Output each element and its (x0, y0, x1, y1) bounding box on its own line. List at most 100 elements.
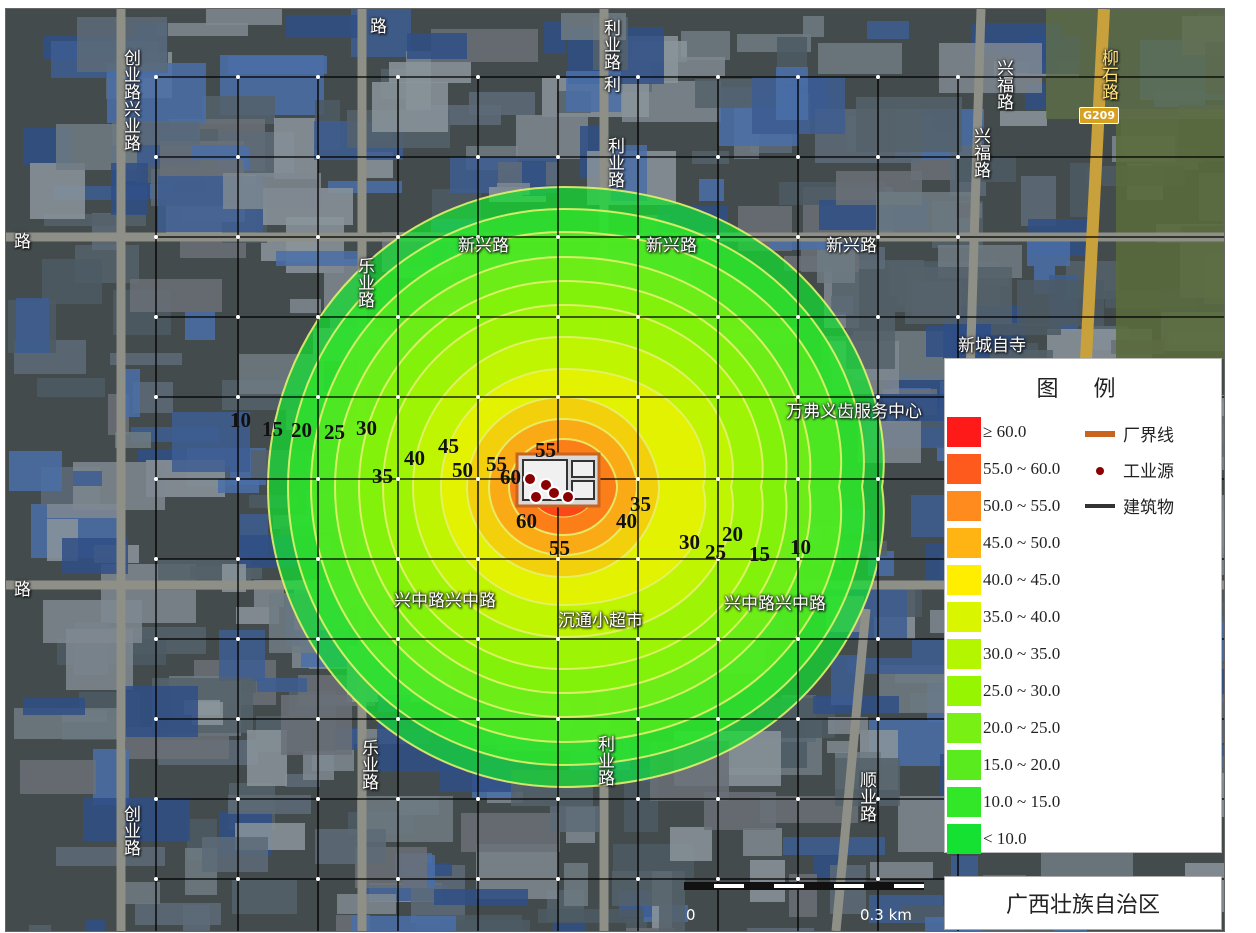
building (1070, 163, 1090, 217)
grid-dot (154, 395, 158, 399)
grid-dot (154, 797, 158, 801)
grid-dot (636, 877, 640, 881)
industrial-source (539, 478, 553, 492)
building (23, 698, 85, 715)
road-label: 万弗义齿服务中心 (786, 402, 922, 422)
grid-dot (396, 235, 400, 239)
grid-dot (316, 75, 320, 79)
grid-dot (236, 717, 240, 721)
building (561, 13, 626, 40)
grid-dot (556, 315, 560, 319)
legend-swatch (947, 787, 981, 817)
building (553, 921, 586, 931)
building (867, 394, 959, 421)
legend: 图 例 ≥ 60.0 55.0 ~ 60.0 50.0 ~ 55.0 45.0 ~ 5… (944, 358, 1222, 854)
source-dot-icon (1085, 460, 1115, 479)
legend-swatch (947, 750, 981, 780)
grid-dot (716, 155, 720, 159)
grid-dot (876, 155, 880, 159)
building (1021, 176, 1056, 226)
building (699, 179, 724, 201)
grid-dot (796, 235, 800, 239)
grid-dot (956, 155, 960, 159)
grid-dot (956, 75, 960, 79)
factory-building (571, 480, 595, 500)
grid-dot (476, 235, 480, 239)
road-label: 路 (366, 17, 386, 34)
grid-dot (716, 637, 720, 641)
grid-dot (236, 315, 240, 319)
building (407, 33, 467, 59)
scale-start: 0 (686, 906, 696, 924)
building (827, 741, 851, 753)
grid-dot (236, 75, 240, 79)
building (856, 97, 962, 152)
road-label: 利业路 (594, 735, 614, 786)
building (704, 792, 776, 830)
building (135, 903, 221, 925)
grid-dot (876, 637, 880, 641)
legend-range-label: 45.0 ~ 50.0 (983, 533, 1061, 552)
grid-dot (236, 637, 240, 641)
road-label: 新兴路 (826, 236, 877, 256)
grid-dot (236, 477, 240, 481)
grid-dot (236, 395, 240, 399)
building (372, 82, 448, 132)
building (670, 827, 712, 861)
contour-label: 30 (679, 530, 700, 554)
contour-label: 25 (324, 420, 345, 444)
building (42, 259, 102, 304)
grid-dot (154, 155, 158, 159)
building (818, 43, 902, 74)
legend-building: 建筑物 (1085, 493, 1174, 518)
building (789, 874, 817, 917)
road-label: 新兴路 (458, 236, 509, 256)
building (783, 837, 885, 855)
grid-dot (716, 315, 720, 319)
building (110, 353, 182, 365)
grid-dot (396, 797, 400, 801)
building (870, 862, 933, 879)
building (939, 43, 1042, 93)
contour-label: 45 (438, 434, 459, 458)
contour-label: 40 (616, 509, 637, 533)
scale-end: 0.3 km (860, 906, 912, 924)
legend-swatch (947, 491, 981, 521)
grid-dot (796, 315, 800, 319)
building (538, 909, 644, 923)
legend-range-label: < 10.0 (983, 829, 1027, 848)
legend-source: 工业源 (1085, 457, 1174, 482)
legend-range-row: 25.0 ~ 30.0 (947, 676, 1060, 706)
road-label: 兴福路 (993, 59, 1013, 110)
building (29, 925, 51, 931)
building (228, 795, 311, 814)
grid-dot (636, 557, 640, 561)
legend-range-row: 50.0 ~ 55.0 (947, 491, 1060, 521)
building (831, 296, 853, 315)
grid-dot (636, 235, 640, 239)
grid-dot (876, 75, 880, 79)
legend-range-row: 10.0 ~ 15.0 (947, 787, 1060, 817)
road-label: 路 (14, 232, 31, 252)
legend-title: 图 例 (1036, 377, 1130, 402)
grid-dot (316, 155, 320, 159)
road (831, 608, 871, 931)
legend-range-label: 40.0 ~ 45.0 (983, 570, 1061, 589)
building (130, 279, 222, 312)
legend-swatch (947, 713, 981, 743)
grid-dot (716, 557, 720, 561)
building (564, 863, 588, 906)
grid-dot (876, 877, 880, 881)
building (286, 15, 362, 38)
legend-range-row: 20.0 ~ 25.0 (947, 713, 1060, 743)
grid-dot (396, 315, 400, 319)
grid-dot (316, 717, 320, 721)
building (281, 695, 352, 755)
grid-dot (154, 637, 158, 641)
grid-dot (796, 557, 800, 561)
building (352, 916, 456, 931)
grid-dot (876, 395, 880, 399)
building (681, 31, 730, 60)
building (776, 67, 808, 120)
contour-label: 20 (291, 418, 312, 442)
